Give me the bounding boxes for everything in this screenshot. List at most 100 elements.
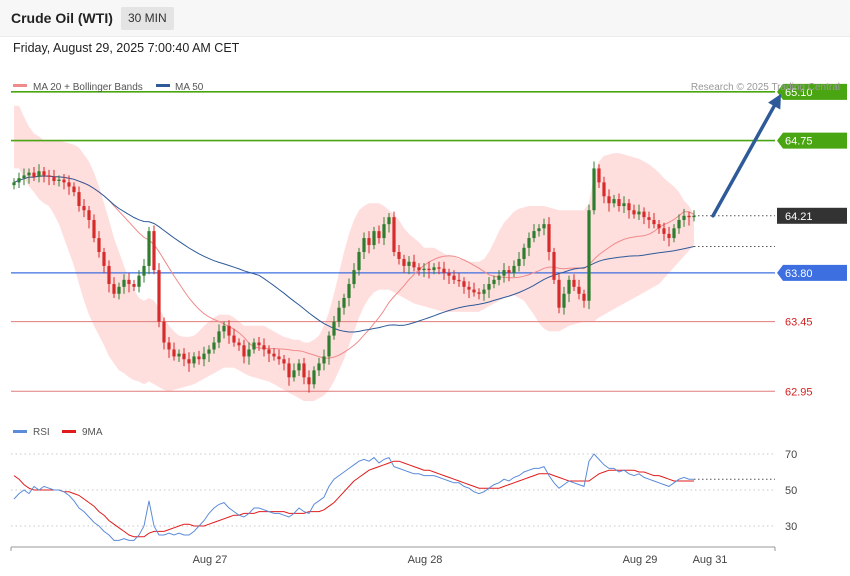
level-tag-65.10 [777, 83, 847, 100]
time-axis: Aug 27 Aug 28 Aug 29 Aug 31 [10, 546, 776, 566]
candle-body-37 [197, 356, 201, 360]
level-lines-layer: 65.10 64.75 64.21 63.80 63.45 62.95 [11, 83, 847, 398]
rsi-tick-50: 50 [785, 485, 797, 497]
candle-body-109 [557, 279, 561, 308]
rsi-ma-line [13, 460, 694, 538]
candle-body-27 [147, 231, 151, 266]
candle-body-78 [402, 258, 406, 266]
candle-body-51 [267, 349, 271, 354]
candle-body-15 [87, 210, 91, 220]
rsi-tick-70: 70 [785, 449, 797, 461]
candle-body-25 [137, 275, 141, 287]
level-label-64.75: 64.75 [785, 136, 813, 148]
candle-body-86 [442, 268, 446, 273]
candle-body-23 [127, 279, 131, 285]
candle-body-55 [287, 363, 291, 378]
candle-body-130 [662, 228, 666, 234]
candle-body-38 [202, 353, 206, 360]
candle-body-124 [632, 210, 636, 215]
candle-body-68 [352, 270, 356, 285]
candle-body-87 [447, 272, 451, 276]
candle-body-105 [537, 228, 541, 232]
candle-body-99 [507, 270, 511, 273]
candle-body-85 [437, 267, 441, 269]
legend-9ma-swatch [62, 430, 76, 433]
candle-body-77 [397, 252, 401, 259]
annotation-layer [711, 93, 781, 218]
projection-arrow-shaft [711, 104, 776, 218]
candle-body-12 [72, 186, 76, 193]
candle-body-116 [592, 168, 596, 211]
candle-body-118 [602, 182, 606, 197]
timeframe-button[interactable]: 30 MIN [121, 7, 174, 30]
candle-body-59 [307, 377, 311, 385]
candle-body-67 [347, 284, 351, 298]
candle-body-21 [117, 286, 121, 294]
candle-body-121 [617, 199, 621, 207]
candle-body-50 [262, 345, 266, 350]
candle-body-69 [357, 252, 361, 271]
level-label-62.95: 62.95 [785, 386, 813, 398]
candle-body-35 [187, 359, 191, 364]
candle-body-100 [512, 265, 516, 273]
legend-ma50-label: MA 50 [175, 82, 204, 93]
candle-body-3 [27, 172, 31, 176]
candle-body-36 [192, 356, 196, 364]
rsi-line [13, 453, 694, 541]
candle-body-10 [62, 179, 66, 183]
candle-body-98 [502, 270, 506, 276]
legend-layer: MA 20 + Bollinger Bands MA 50 Research ©… [13, 82, 840, 438]
candle-body-43 [227, 325, 231, 336]
candle-body-40 [212, 342, 216, 350]
candle-body-49 [257, 342, 261, 346]
legend-rsi-label: RSI [33, 427, 50, 438]
level-tag-64.75 [777, 132, 847, 149]
candle-body-9 [57, 179, 61, 181]
level-label-63.45: 63.45 [785, 317, 813, 329]
candle-body-114 [582, 293, 586, 301]
candle-body-65 [337, 307, 341, 322]
candle-body-83 [427, 268, 431, 271]
candle-body-48 [252, 342, 256, 350]
candle-body-132 [672, 228, 676, 239]
candle-body-84 [432, 267, 436, 271]
candle-body-134 [682, 215, 686, 220]
candle-body-31 [167, 342, 171, 350]
candle-body-103 [527, 238, 531, 248]
chart-datetime: Friday, August 29, 2025 7:00:40 AM CET [13, 41, 240, 55]
candle-body-61 [317, 363, 321, 371]
candle-body-94 [482, 289, 486, 294]
candle-body-76 [392, 217, 396, 252]
candle-body-17 [97, 238, 101, 252]
candle-body-24 [132, 284, 136, 287]
candle-body-89 [457, 279, 461, 282]
candle-body-125 [637, 211, 641, 215]
candle-body-60 [312, 370, 316, 385]
chart-header: Crude Oil (WTI) 30 MIN [0, 0, 850, 37]
candle-body-42 [222, 325, 226, 332]
candles-layer [12, 161, 696, 393]
candle-body-14 [82, 206, 86, 211]
candle-body-66 [342, 297, 346, 308]
candle-body-0 [12, 182, 16, 186]
candle-body-18 [102, 252, 106, 266]
current-price-tag [777, 207, 847, 224]
candle-body-2 [22, 175, 26, 179]
candle-body-108 [552, 252, 556, 280]
candle-body-54 [282, 359, 286, 364]
rsi-panel: 70 50 30 [11, 449, 797, 541]
candle-body-29 [157, 270, 161, 322]
candle-body-128 [652, 219, 656, 225]
candle-body-72 [372, 231, 376, 246]
time-axis-label-Aug-28: Aug 28 [408, 554, 443, 566]
candle-body-62 [322, 356, 326, 364]
legend-ma50-swatch [156, 84, 170, 87]
candle-body-28 [152, 231, 156, 271]
instrument-title: Crude Oil (WTI) [11, 10, 113, 26]
level-label-63.80: 63.80 [785, 268, 813, 280]
candle-body-117 [597, 168, 601, 183]
time-axis-label-Aug-29: Aug 29 [623, 554, 658, 566]
candle-body-20 [112, 284, 116, 294]
candle-body-32 [172, 349, 176, 357]
